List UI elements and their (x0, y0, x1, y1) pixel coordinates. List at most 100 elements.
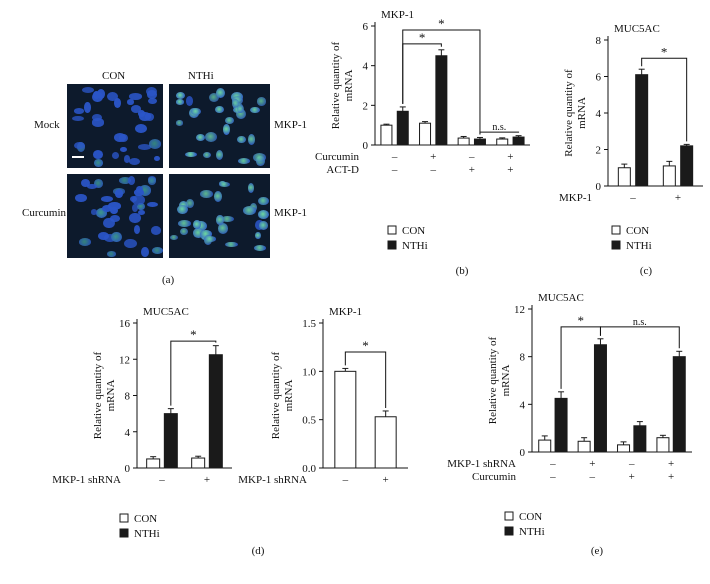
condition-mark: + (675, 192, 681, 204)
cell-nucleus (209, 93, 220, 103)
cell-nucleus (120, 146, 128, 152)
cell-nucleus (185, 151, 197, 157)
cell-nucleus (204, 236, 217, 242)
bar-nthi (593, 344, 607, 453)
bar-nthi (635, 74, 649, 187)
cell-nucleus (218, 181, 230, 188)
y-tick-label: 1.0 (302, 366, 316, 378)
bar-nthi (633, 425, 647, 453)
cell-nucleus (107, 91, 118, 101)
bar-nthi (672, 356, 686, 453)
cell-nucleus (93, 150, 104, 160)
chart-e: 0 4 8 12 MUC5AC Relative quantity of mRNA * n.s.… (447, 292, 692, 557)
cell-nucleus (96, 207, 108, 218)
cell-nucleus (175, 120, 184, 126)
cell-nucleus (106, 250, 117, 257)
condition-mark: – (629, 192, 636, 204)
panel-tag-e: (e) (591, 545, 604, 557)
cell-nucleus (74, 193, 87, 203)
bar-nthi (473, 138, 486, 146)
bar-nthi (396, 110, 409, 146)
chart-d2: 0.0 0.5 1.0 1.5 MKP-1 Relative quantity of mRN… (119, 306, 408, 557)
y-tick-label: 0 (363, 140, 369, 152)
cell-nucleus (148, 139, 161, 149)
cell-nucleus (237, 135, 246, 143)
legend-label-con: CON (626, 225, 649, 237)
cell-nucleus (178, 220, 191, 227)
cell-nucleus (253, 244, 266, 251)
panel-a-row-label-curcumin: Curcumin (22, 207, 66, 219)
cell-nucleus (176, 99, 185, 105)
micrograph-con-mock (67, 84, 163, 168)
significance-bracket (402, 29, 481, 135)
condition-mark: + (469, 164, 475, 176)
bar-nthi (512, 136, 525, 146)
cell-nucleus (146, 90, 157, 99)
condition-mark: + (507, 151, 513, 163)
y-tick-label: 4 (363, 61, 369, 73)
cell-nucleus (136, 202, 145, 211)
cell-nucleus (72, 116, 85, 122)
cell-nucleus (180, 228, 188, 236)
cell-nucleus (199, 230, 212, 238)
scale-bar (72, 156, 84, 158)
y-tick-label: 4 (125, 427, 131, 439)
condition-mark: – (549, 458, 556, 470)
bar-con (334, 370, 357, 469)
y-axis-label-unit: mRNA (283, 380, 295, 412)
cell-nucleus (153, 155, 161, 162)
cell-nucleus (193, 228, 204, 238)
condition-mark: – (158, 474, 165, 486)
cell-nucleus (96, 88, 106, 99)
micrograph-nthi-curcumin (169, 174, 270, 258)
condition-mark: – (549, 471, 556, 483)
panel-a-marker-label-top: MKP-1 (274, 119, 308, 131)
y-tick-label: 0 (596, 181, 602, 193)
cell-nucleus (232, 99, 239, 108)
cell-nucleus (249, 107, 260, 114)
chart-title: MKP-1 (329, 306, 362, 318)
panel-a-col-label-con: CON (102, 70, 126, 82)
y-tick-label: 6 (363, 21, 369, 33)
condition-label: MKP-1 (559, 192, 592, 204)
bar-nthi (554, 397, 568, 453)
y-tick-label: 6 (596, 72, 602, 84)
cell-nucleus (258, 221, 269, 230)
bar-con (419, 122, 432, 146)
significance-label: * (661, 44, 668, 59)
significance-bracket (344, 351, 387, 408)
legend-swatch-nthi (119, 528, 129, 538)
chart-d1: 0 4 8 12 16 MUC5AC Relative quantity of mRNA * MK… (52, 306, 232, 486)
bar-con (146, 458, 161, 469)
cell-nucleus (92, 90, 100, 99)
cell-nucleus (186, 198, 194, 209)
significance-bracket (599, 326, 680, 349)
cell-nucleus (223, 124, 230, 136)
condition-label: ACT-D (326, 164, 359, 176)
cell-nucleus (93, 159, 103, 167)
cell-nucleus (258, 197, 269, 206)
cell-nucleus (253, 153, 267, 163)
significance-label: n.s. (492, 122, 506, 133)
condition-mark: – (429, 164, 436, 176)
micrograph-nthi-mock (169, 84, 270, 168)
cell-nucleus (118, 177, 132, 184)
legend-swatch-con (504, 511, 514, 521)
cell-nucleus (111, 151, 120, 160)
y-tick-label: 12 (119, 354, 130, 366)
cell-nucleus (216, 87, 225, 98)
chart-title: MUC5AC (143, 306, 189, 318)
cell-nucleus (101, 195, 114, 202)
cell-nucleus (102, 205, 112, 212)
cell-nucleus (91, 118, 105, 127)
panel-a-row-label-mock: Mock (34, 119, 60, 131)
cell-nucleus (147, 177, 156, 185)
bar-con (374, 416, 397, 469)
cell-nucleus (132, 204, 139, 213)
y-axis-label: Relative quantity of (330, 41, 342, 129)
cell-nucleus (215, 106, 224, 114)
cell-nucleus (73, 108, 84, 114)
cell-nucleus (202, 151, 212, 158)
cell-nucleus (87, 183, 98, 190)
cell-nucleus (255, 231, 262, 240)
